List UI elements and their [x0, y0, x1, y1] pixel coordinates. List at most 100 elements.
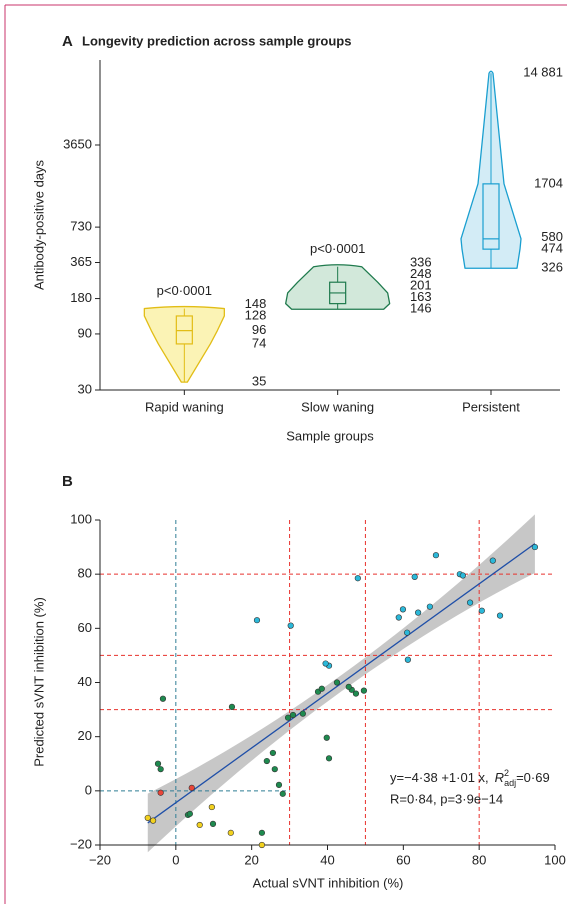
y-tick-label: 80	[78, 566, 92, 581]
value-label: 14 881	[523, 65, 563, 80]
point	[459, 572, 466, 579]
point	[258, 829, 266, 836]
y-tick-label: −20	[70, 836, 92, 851]
value-label: 474	[541, 241, 563, 256]
point	[399, 606, 407, 613]
x-tick-label: Slow waning	[301, 399, 374, 414]
point	[404, 656, 411, 663]
value-label: 326	[541, 260, 563, 275]
point	[157, 766, 164, 773]
point	[279, 790, 286, 797]
value-label: 74	[252, 335, 266, 350]
r2-sup: 2	[504, 768, 509, 778]
value-label: 580	[541, 229, 563, 244]
box	[482, 183, 500, 250]
y-tick-label: 20	[78, 728, 92, 743]
point	[209, 820, 217, 827]
y-tick-label: 730	[70, 219, 92, 234]
point	[149, 817, 157, 824]
point	[289, 711, 297, 719]
point	[269, 749, 277, 757]
y-tick-label: 100	[70, 511, 92, 526]
point	[411, 573, 418, 580]
point	[322, 660, 329, 667]
y-tick-label: 90	[78, 325, 92, 340]
y-tick-label: 180	[70, 290, 92, 305]
value-label: 148	[245, 296, 267, 311]
value-label: 163	[410, 289, 432, 304]
y-tick-label: 3650	[63, 136, 92, 151]
point	[323, 734, 330, 741]
x-axis-label: Sample groups	[286, 428, 374, 443]
point	[258, 841, 266, 849]
point	[415, 609, 422, 616]
point	[299, 710, 306, 717]
point	[325, 755, 333, 762]
point	[432, 552, 440, 559]
x-tick-label: 100	[544, 852, 566, 867]
p-value: p<0·0001	[310, 241, 365, 256]
y-tick-label: 30	[78, 381, 92, 396]
value-label: 1704	[534, 175, 563, 190]
equation: y=−4·38 +1·01 x,	[390, 770, 489, 785]
r2-sub: adj	[504, 778, 516, 788]
point	[395, 614, 402, 621]
point	[345, 683, 352, 690]
value-label: 248	[410, 266, 432, 281]
fit-stats: R=0·84, p=3·9e−14	[390, 791, 503, 806]
point	[154, 760, 162, 767]
p-value: p<0·0001	[157, 283, 212, 298]
point	[426, 603, 433, 610]
value-label: 128	[245, 307, 267, 322]
r2-symbol: R	[495, 770, 504, 785]
point	[287, 622, 294, 629]
point	[360, 687, 368, 694]
value-label: 35	[252, 374, 266, 389]
y-axis-label: Predicted sVNT inhibition (%)	[31, 597, 46, 767]
box	[175, 315, 193, 345]
fit-equation: y=−4·38 +1·01 x, R2 adj=0·69	[390, 768, 550, 788]
x-tick-label: Persistent	[462, 399, 520, 414]
point	[318, 685, 325, 692]
value-label: 336	[410, 255, 432, 270]
x-tick-label: Rapid waning	[145, 399, 224, 414]
point	[271, 766, 278, 773]
panel-letter: A	[62, 33, 73, 50]
fit-line	[147, 543, 536, 824]
point	[531, 543, 539, 551]
point	[196, 821, 203, 829]
point	[263, 757, 270, 765]
y-tick-label: 60	[78, 620, 92, 635]
point	[466, 599, 474, 606]
point	[228, 703, 236, 710]
point	[404, 629, 411, 636]
x-tick-label: 20	[244, 852, 258, 867]
y-axis-label: Antibody-positive days	[31, 159, 46, 290]
point	[188, 784, 195, 791]
point	[284, 714, 292, 721]
point	[159, 695, 167, 702]
x-axis-label: Actual sVNT inhibition (%)	[253, 875, 404, 890]
point	[333, 679, 341, 686]
point	[144, 814, 151, 822]
y-tick-label: 40	[78, 674, 92, 689]
point	[208, 803, 215, 811]
value-label: 201	[410, 278, 432, 293]
x-tick-label: 80	[472, 852, 486, 867]
r2-value: =0·69	[516, 770, 550, 785]
panel-letter: B	[62, 473, 73, 490]
point	[253, 617, 261, 624]
point	[275, 781, 283, 788]
point	[227, 829, 234, 836]
y-tick-label: 0	[85, 782, 92, 797]
violin	[285, 264, 391, 310]
point	[496, 612, 504, 619]
x-tick-label: −20	[89, 852, 111, 867]
point	[352, 690, 360, 697]
chart-title: Longevity prediction across sample group…	[82, 33, 351, 48]
point	[489, 557, 496, 564]
point	[186, 810, 193, 817]
value-label: 96	[252, 322, 266, 337]
y-tick-label: 365	[70, 254, 92, 269]
